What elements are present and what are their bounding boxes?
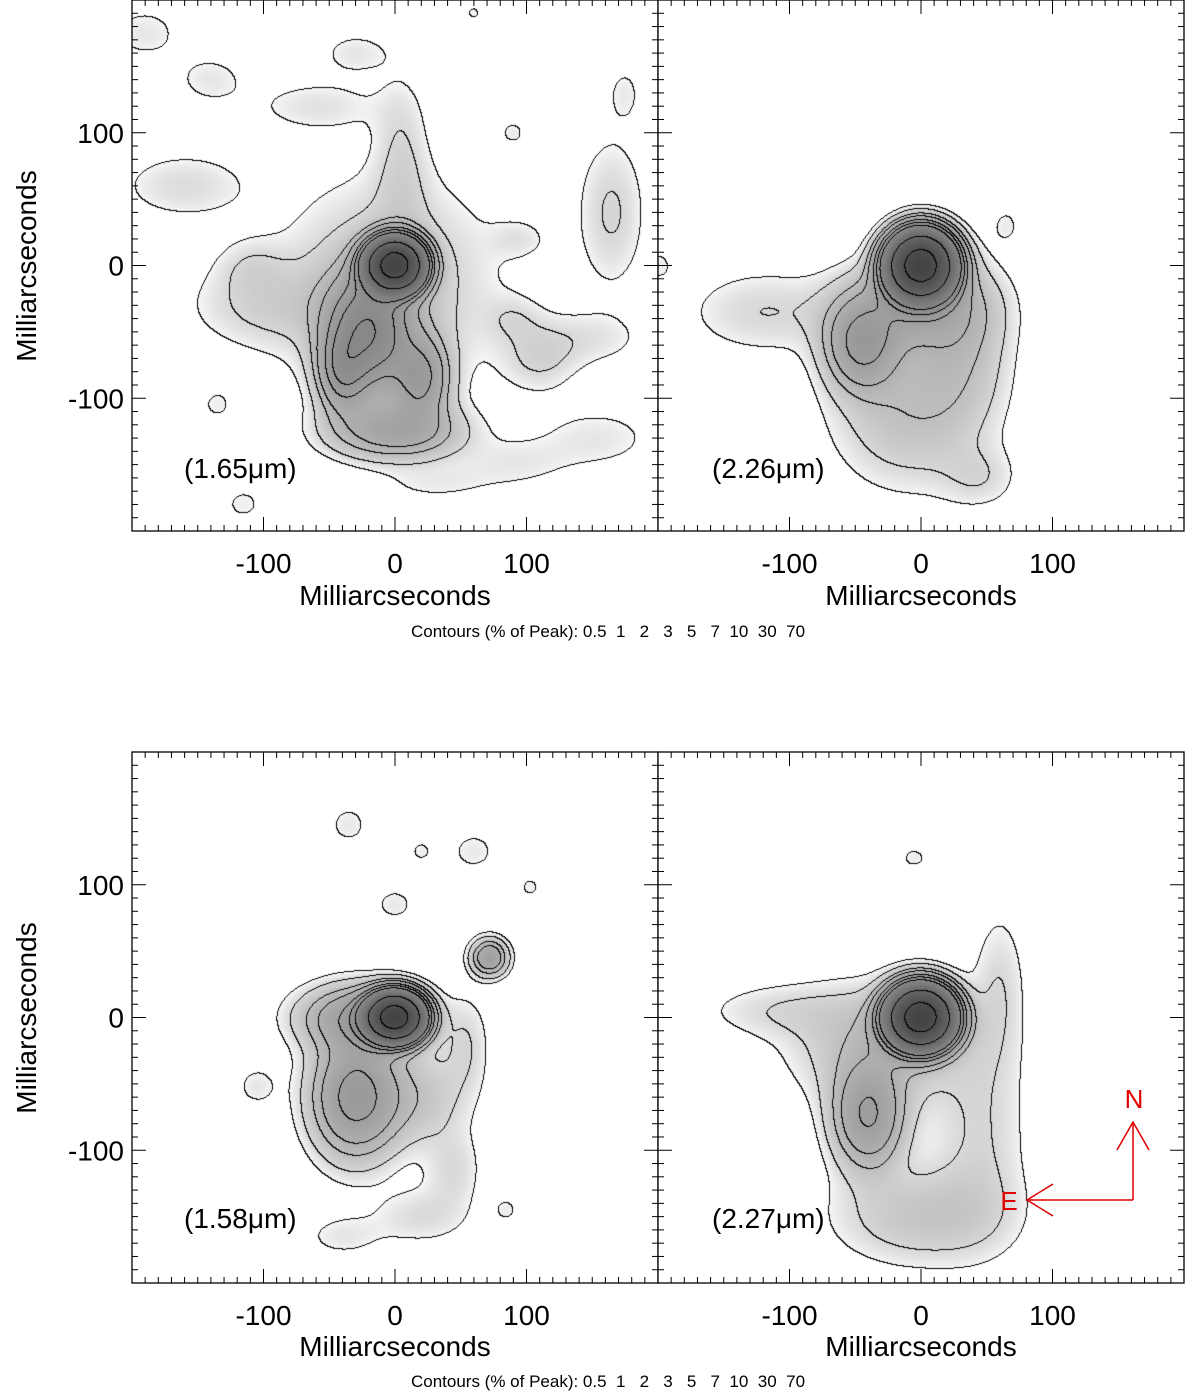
x-tick-label: 100 xyxy=(503,548,550,579)
panel-2-27um-image xyxy=(658,752,1184,1283)
row-top-xlabel-right: Milliarcseconds xyxy=(825,580,1016,611)
panel-2-26um-image xyxy=(658,0,1184,531)
row-bottom-ylabel: Milliarcseconds xyxy=(11,922,42,1113)
panel-1-65um-label: (1.65μm) xyxy=(184,453,297,484)
row-top-ylabel: Milliarcseconds xyxy=(11,170,42,361)
y-tick-label: 0 xyxy=(108,1003,124,1034)
compass: N E xyxy=(1000,1084,1150,1217)
compass-north-arrowhead xyxy=(1116,1120,1150,1151)
y-tick-label: 100 xyxy=(77,118,124,149)
compass-east-label: E xyxy=(1000,1186,1017,1216)
x-tick-label: 0 xyxy=(913,548,929,579)
y-tick-label: -100 xyxy=(68,383,124,414)
panel-2-27um-frame xyxy=(657,751,1185,1284)
row-bottom-xlabel-left: Milliarcseconds xyxy=(299,1331,490,1362)
panel-2-26um: (2.26μm) xyxy=(657,0,1185,532)
panel-1-58um: (1.58μm) xyxy=(131,751,659,1284)
x-tick-label: 100 xyxy=(503,1300,550,1331)
x-tick-label: -100 xyxy=(761,548,817,579)
panel-1-65um-ticks xyxy=(131,0,659,532)
row-top: (1.65μm) (2.26μm) -100 0 100 -100 0 100 -100 0… xyxy=(11,0,1185,641)
y-tick-label: 100 xyxy=(77,870,124,901)
compass-east-arrowhead xyxy=(1025,1183,1054,1217)
panel-1-58um-label: (1.58μm) xyxy=(184,1203,297,1234)
row-bottom-contour-caption: Contours (% of Peak): 0.5 1 2 3 5 7 10 3… xyxy=(411,1372,805,1391)
row-top-xlabel-left: Milliarcseconds xyxy=(299,580,490,611)
x-tick-label: -100 xyxy=(235,1300,291,1331)
row-top-contour-caption: Contours (% of Peak): 0.5 1 2 3 5 7 10 3… xyxy=(411,622,805,641)
x-tick-label: 100 xyxy=(1029,1300,1076,1331)
panel-2-26um-frame xyxy=(657,0,1185,532)
row-bottom-x-tick-labels: -100 0 100 -100 0 100 xyxy=(235,1300,1075,1331)
panel-2-27um-label: (2.27μm) xyxy=(712,1203,825,1234)
compass-north-label: N xyxy=(1125,1084,1144,1114)
x-tick-label: 100 xyxy=(1029,548,1076,579)
x-tick-label: 0 xyxy=(913,1300,929,1331)
x-tick-label: 0 xyxy=(387,548,403,579)
panel-1-65um-image xyxy=(132,0,658,531)
panel-2-27um: (2.27μm) N E xyxy=(657,751,1185,1284)
x-tick-label: -100 xyxy=(761,1300,817,1331)
panel-2-26um-label: (2.26μm) xyxy=(712,453,825,484)
x-tick-label: 0 xyxy=(387,1300,403,1331)
y-tick-label: 0 xyxy=(108,251,124,282)
panel-1-58um-image xyxy=(132,752,658,1283)
y-tick-label: -100 xyxy=(68,1135,124,1166)
panel-1-65um: (1.65μm) xyxy=(131,0,659,532)
row-bottom-xlabel-right: Milliarcseconds xyxy=(825,1331,1016,1362)
row-top-x-tick-labels: -100 0 100 -100 0 100 xyxy=(235,548,1075,579)
x-tick-label: -100 xyxy=(235,548,291,579)
row-bottom-y-tick-labels: -100 0 100 xyxy=(68,870,124,1167)
row-top-y-tick-labels: -100 0 100 xyxy=(68,118,124,415)
